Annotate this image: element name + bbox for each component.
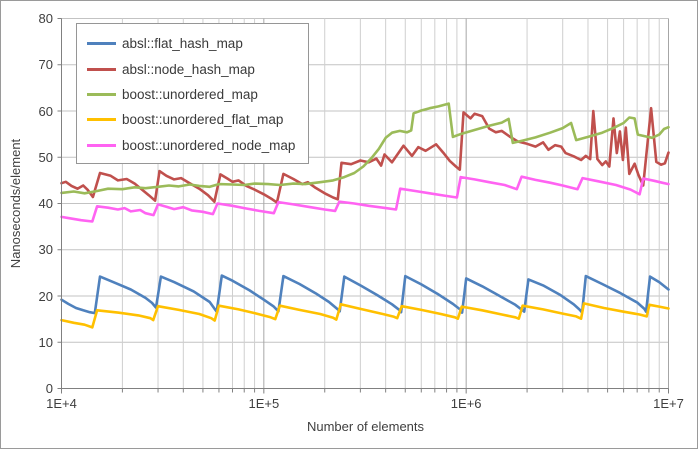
legend-item-boost-unordered-flat-map: boost::unordered_flat_map xyxy=(87,107,300,132)
series-line-boost-unordered-map xyxy=(60,102,670,195)
legend-swatch xyxy=(87,42,116,46)
series-line-boost-unordered-flat-map xyxy=(60,302,670,329)
series-line-absl-node-hash-map xyxy=(60,106,670,204)
y-tick-label: 60 xyxy=(38,103,53,119)
legend-swatch xyxy=(87,143,116,147)
x-tick-label: 1E+7 xyxy=(653,396,684,411)
legend-swatch xyxy=(87,118,116,122)
legend-label: boost::unordered_map xyxy=(122,86,258,102)
x-tick-label: 1E+6 xyxy=(450,396,482,411)
legend-item-absl-flat-hash-map: absl::flat_hash_map xyxy=(87,31,300,56)
legend-swatch xyxy=(87,92,116,96)
x-tick-label: 1E+4 xyxy=(46,396,77,411)
y-tick-label: 80 xyxy=(38,11,53,26)
y-tick-label: 10 xyxy=(38,334,53,350)
series-line-boost-unordered-node-map xyxy=(60,175,670,223)
series-line-absl-flat-hash-map xyxy=(60,274,670,315)
legend-item-boost-unordered-node-map: boost::unordered_node_map xyxy=(87,133,300,158)
y-tick-label: 50 xyxy=(38,149,53,165)
y-tick-label: 40 xyxy=(38,196,53,211)
legend-label: boost::unordered_flat_map xyxy=(122,112,284,128)
legend-label: boost::unordered_node_map xyxy=(122,137,296,153)
y-tick-label: 20 xyxy=(38,288,53,304)
y-tick-label: 70 xyxy=(38,57,53,73)
legend-label: absl::flat_hash_map xyxy=(122,36,243,52)
y-tick-label: 0 xyxy=(45,381,53,396)
legend-item-boost-unordered-map: boost::unordered_map xyxy=(87,82,300,107)
y-axis-title: Nanoseconds/element xyxy=(8,138,23,269)
legend-label: absl::node_hash_map xyxy=(122,61,255,77)
legend-swatch xyxy=(87,67,116,71)
legend-item-absl-node-hash-map: absl::node_hash_map xyxy=(87,56,300,81)
x-tick-label: 1E+5 xyxy=(248,396,280,411)
y-tick-label: 30 xyxy=(38,242,53,258)
x-axis-title: Number of elements xyxy=(306,419,425,434)
